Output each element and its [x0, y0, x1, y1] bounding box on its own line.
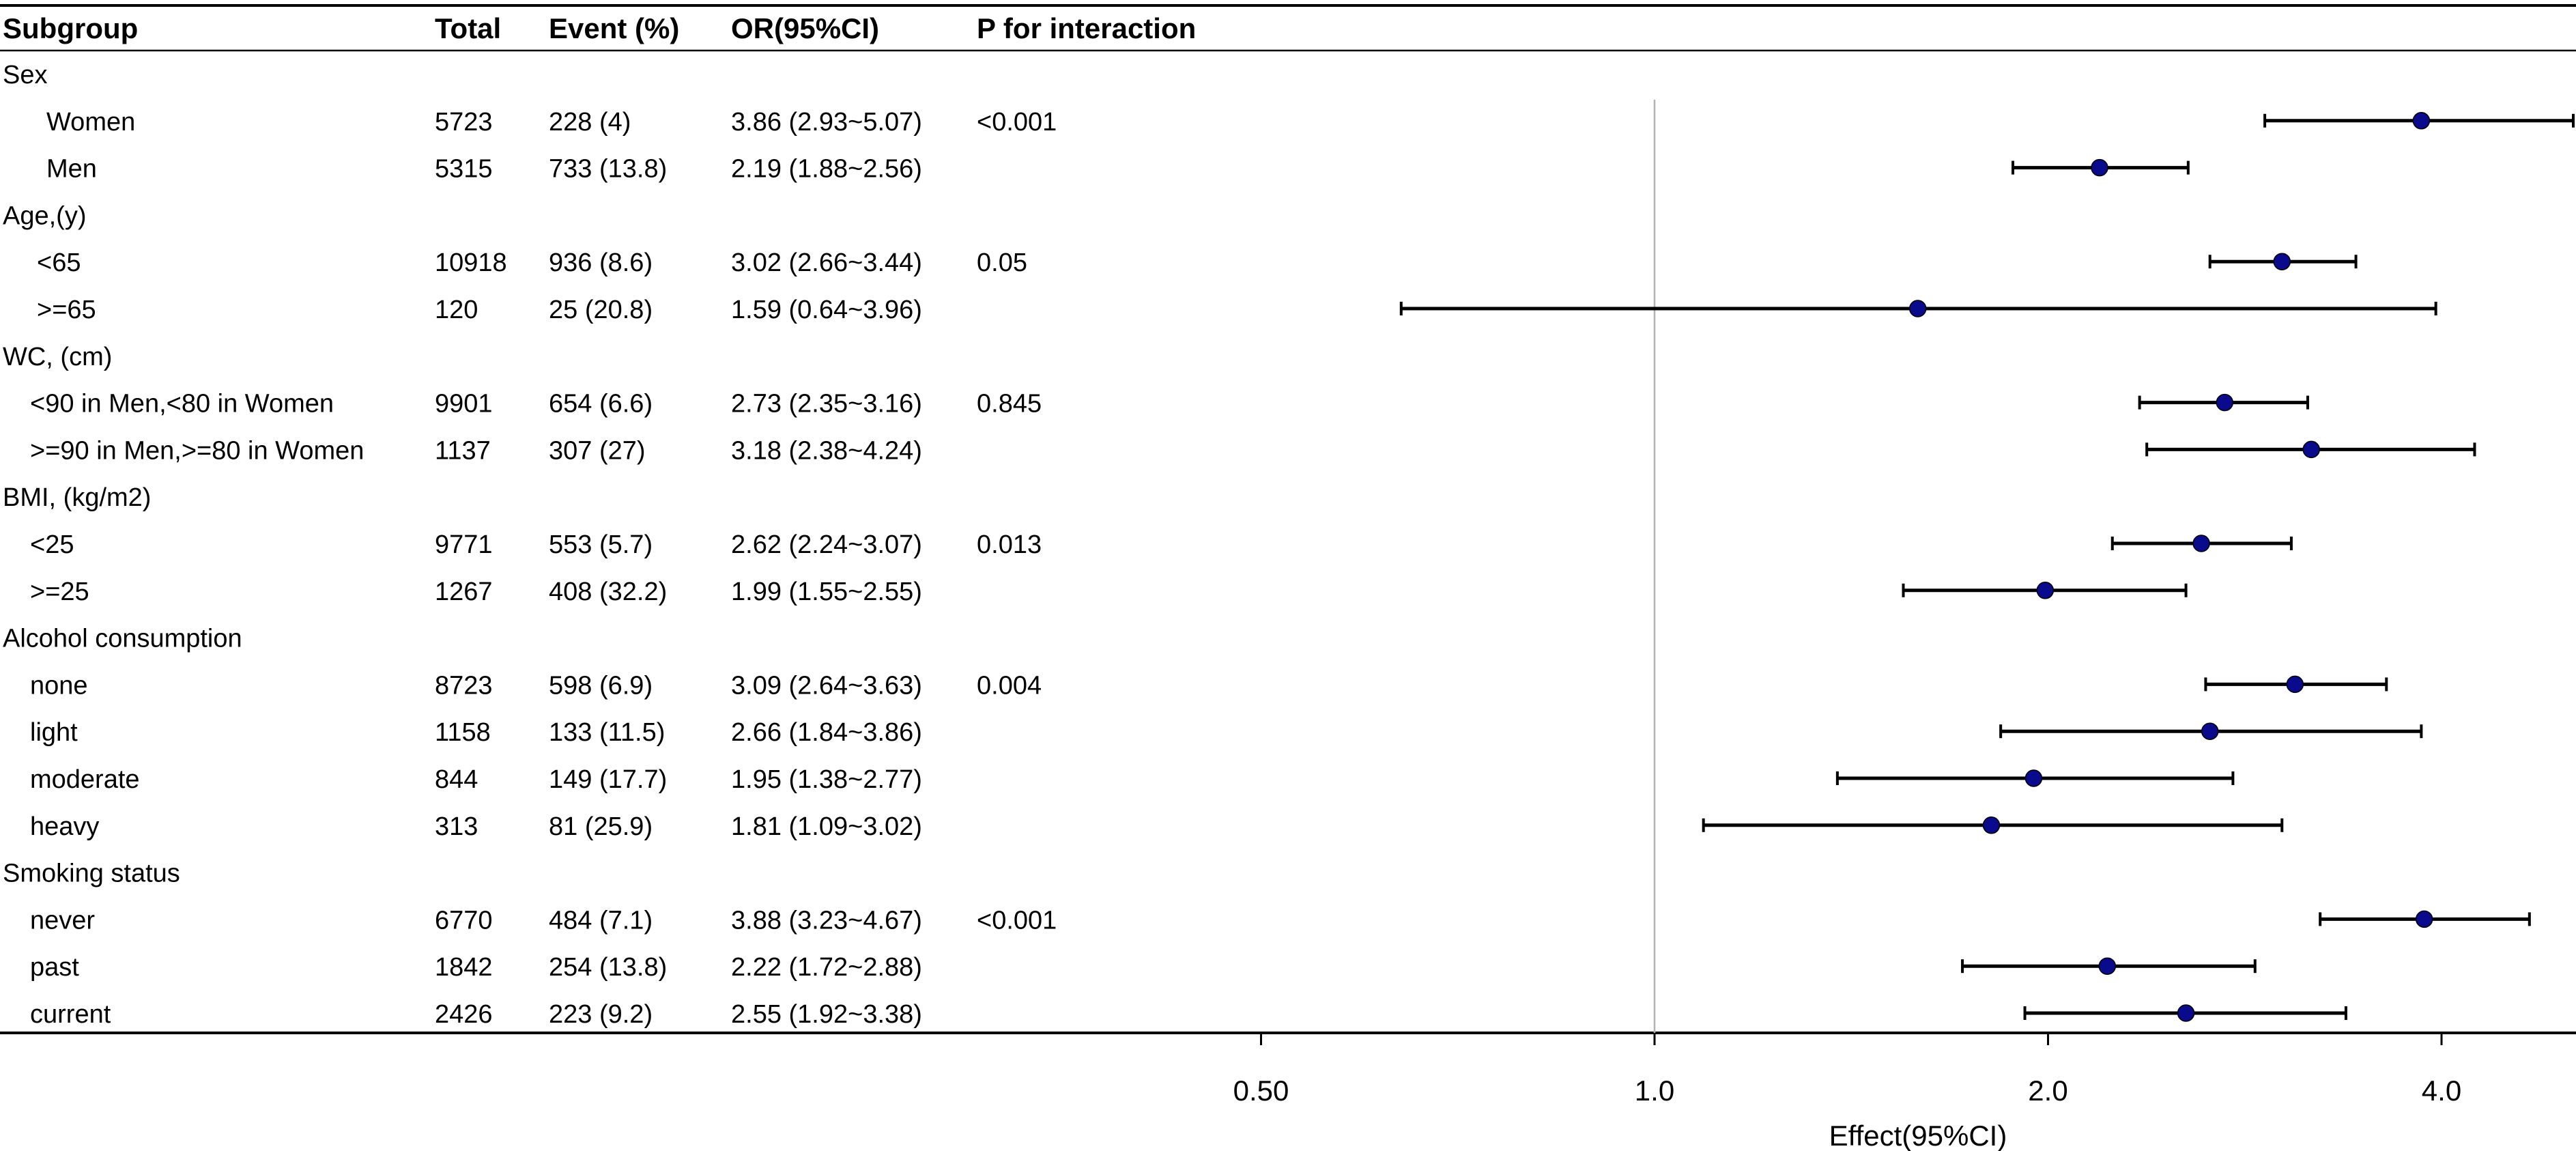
subgroup-label: <25	[30, 530, 74, 559]
x-tick-label: 1.0	[1635, 1075, 1674, 1107]
event-cell: 133 (11.5)	[549, 718, 665, 747]
group-label: WC, (cm)	[3, 343, 112, 371]
column-header: Event (%)	[549, 12, 679, 44]
x-axis-label: Effect(95%CI)	[1829, 1120, 2007, 1151]
or-ci-cell: 2.55 (1.92~3.38)	[731, 1000, 922, 1029]
subgroup-label: >=90 in Men,>=80 in Women	[30, 436, 364, 465]
or-point	[2412, 112, 2431, 130]
or-ci-cell: 2.73 (2.35~3.16)	[731, 390, 922, 418]
event-cell: 254 (13.8)	[549, 953, 667, 982]
p-interaction-cell: 0.004	[977, 671, 1042, 700]
group-label: Sex	[3, 61, 47, 89]
column-header: P for interaction	[977, 12, 1196, 44]
subgroup-label: <90 in Men,<80 in Women	[30, 390, 334, 418]
or-ci-cell: 3.88 (3.23~4.67)	[731, 906, 922, 935]
or-ci-cell: 2.22 (1.72~2.88)	[731, 953, 922, 982]
event-cell: 553 (5.7)	[549, 530, 653, 559]
subgroup-label: current	[30, 1000, 111, 1029]
or-ci-cell: 3.09 (2.64~3.63)	[731, 671, 922, 700]
event-cell: 408 (32.2)	[549, 578, 667, 606]
or-point	[2091, 158, 2108, 177]
total-cell: 2426	[435, 1000, 493, 1029]
event-cell: 307 (27)	[549, 436, 646, 465]
or-ci-cell: 3.86 (2.93~5.07)	[731, 108, 922, 137]
or-point	[2286, 675, 2304, 694]
or-ci-cell: 1.95 (1.38~2.77)	[731, 765, 922, 794]
event-cell: 484 (7.1)	[549, 906, 653, 935]
p-interaction-cell: <0.001	[977, 906, 1057, 935]
or-point	[2216, 393, 2234, 412]
subgroup-label: none	[30, 671, 88, 700]
or-point	[2415, 910, 2433, 928]
total-cell: 6770	[435, 906, 493, 935]
column-header: Subgroup	[3, 12, 138, 44]
group-label: BMI, (kg/m2)	[3, 483, 151, 512]
subgroup-label: Women	[46, 108, 135, 137]
column-header: OR(95%CI)	[731, 12, 879, 44]
or-point	[2098, 957, 2117, 975]
p-interaction-cell: 0.845	[977, 390, 1042, 418]
x-tick-label: 4.0	[2422, 1075, 2461, 1107]
or-ci-cell: 3.02 (2.66~3.44)	[731, 248, 922, 277]
subgroup-label: >=65	[37, 296, 96, 324]
or-point	[2273, 253, 2291, 270]
or-point	[2177, 1004, 2195, 1022]
event-cell: 25 (20.8)	[549, 296, 653, 324]
group-label: Age,(y)	[3, 201, 86, 230]
event-cell: 223 (9.2)	[549, 1000, 653, 1029]
total-cell: 5315	[435, 155, 493, 184]
or-point	[2201, 722, 2219, 740]
or-point	[2024, 769, 2043, 787]
or-ci-cell: 1.99 (1.55~2.55)	[731, 578, 922, 606]
or-point	[2036, 582, 2055, 599]
event-cell: 598 (6.9)	[549, 671, 653, 700]
subgroup-label: light	[30, 718, 78, 747]
x-tick-label: 2.0	[2028, 1075, 2067, 1107]
event-cell: 654 (6.6)	[549, 390, 653, 418]
subgroup-label: moderate	[30, 765, 140, 794]
subgroup-label: heavy	[30, 812, 99, 841]
or-ci-cell: 3.18 (2.38~4.24)	[731, 436, 922, 465]
or-point	[2192, 535, 2210, 552]
subgroup-label: Men	[46, 155, 97, 184]
or-ci-cell: 1.59 (0.64~3.96)	[731, 296, 922, 324]
subgroup-label: past	[30, 953, 79, 982]
event-cell: 936 (8.6)	[549, 248, 653, 277]
total-cell: 1267	[435, 578, 493, 606]
or-ci-cell: 2.19 (1.88~2.56)	[731, 155, 922, 184]
or-ci-cell: 2.66 (1.84~3.86)	[731, 718, 922, 747]
total-cell: 120	[435, 296, 478, 324]
total-cell: 9901	[435, 390, 493, 418]
p-interaction-cell: <0.001	[977, 108, 1057, 137]
or-point	[1982, 816, 2001, 834]
group-label: Alcohol consumption	[3, 625, 242, 653]
total-cell: 844	[435, 765, 478, 794]
p-interaction-cell: 0.013	[977, 530, 1042, 559]
or-ci-cell: 1.81 (1.09~3.02)	[731, 812, 922, 841]
event-cell: 228 (4)	[549, 108, 631, 137]
column-header: Total	[435, 12, 501, 44]
total-cell: 1842	[435, 953, 493, 982]
total-cell: 1137	[435, 436, 491, 465]
p-interaction-cell: 0.05	[977, 248, 1027, 277]
or-ci-cell: 2.62 (2.24~3.07)	[731, 530, 922, 559]
event-cell: 149 (17.7)	[549, 765, 667, 794]
subgroup-label: <65	[37, 248, 81, 277]
subgroup-label: >=25	[30, 578, 89, 606]
group-label: Smoking status	[3, 859, 180, 888]
total-cell: 10918	[435, 248, 507, 277]
total-cell: 9771	[435, 530, 493, 559]
x-tick-label: 0.50	[1233, 1075, 1289, 1107]
subgroup-label: never	[30, 906, 95, 935]
total-cell: 1158	[435, 718, 491, 747]
total-cell: 313	[435, 812, 478, 841]
event-cell: 81 (25.9)	[549, 812, 653, 841]
or-point	[2302, 440, 2320, 459]
total-cell: 8723	[435, 671, 493, 700]
total-cell: 5723	[435, 108, 493, 137]
event-cell: 733 (13.8)	[549, 155, 667, 184]
or-point	[1908, 300, 1927, 317]
